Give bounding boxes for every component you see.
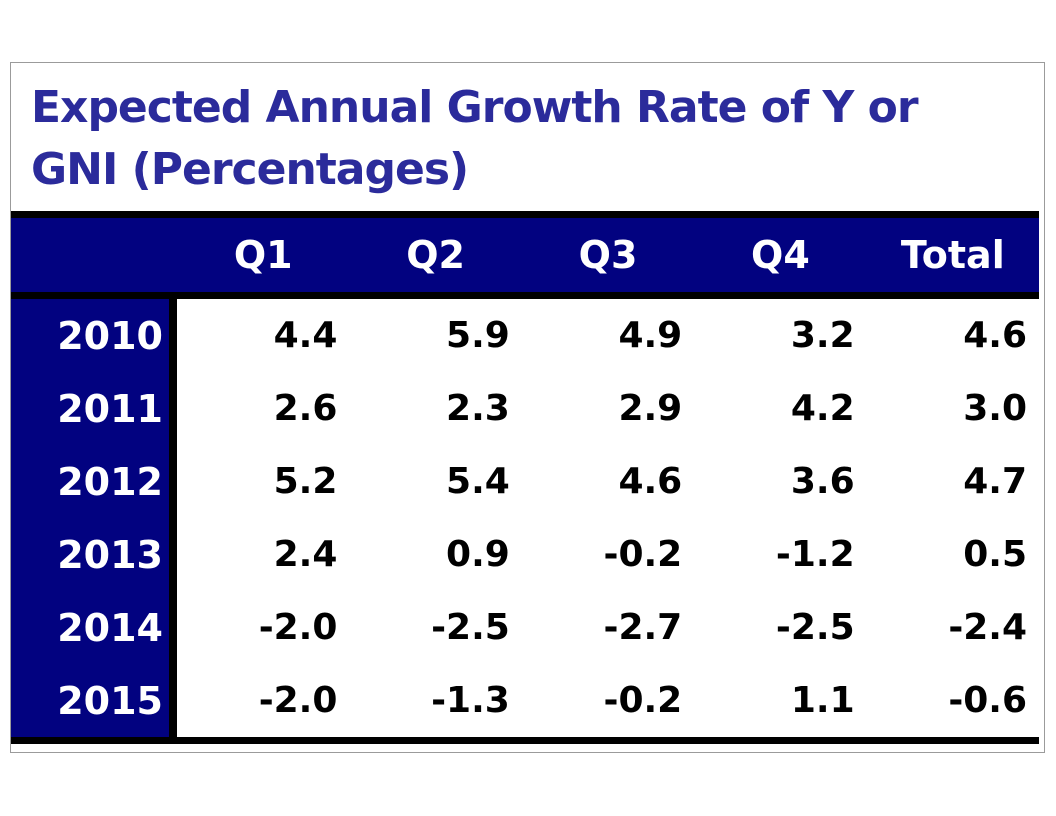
table-row: 2013 2.4 0.9 -0.2 -1.2 0.5 [11,518,1039,591]
table-cell: 2.6 [273,388,338,429]
row-header-year: 2013 [11,518,169,591]
table-cell: 4.7 [963,461,1028,502]
table-cell: -2.5 [775,607,855,648]
table-row: 2014 -2.0 -2.5 -2.7 -2.5 -2.4 [11,591,1039,664]
table-title-line-2: GNI (Percentages) [31,144,469,195]
table-title-line-1: Expected Annual Growth Rate of Y or [31,82,919,133]
table-cell: -2.7 [603,607,683,648]
table-cell: 5.9 [446,315,510,356]
table-cell: 4.2 [790,388,855,429]
table-cell: 5.2 [273,461,338,502]
growth-rate-table: Expected Annual Growth Rate of Y or GNI … [10,62,1045,753]
row-header-year: 2012 [11,445,169,518]
row-header-year: 2011 [11,372,169,445]
table-cell: -1.3 [431,680,510,721]
table-cell: 4.4 [273,315,338,356]
table-cell: -1.2 [775,534,855,575]
table-row: 2010 4.4 5.9 4.9 3.2 4.6 [11,299,1039,372]
table-cell: -2.5 [431,607,510,648]
table-cell: 5.4 [446,461,510,502]
table-cell: 3.2 [790,315,855,356]
column-header: Q2 [406,233,465,277]
column-header: Q4 [751,233,810,277]
table-cell: -2.0 [258,680,338,721]
table-cell: 0.9 [446,534,510,575]
table-cell: -0.2 [603,534,683,575]
table-cell: 3.0 [963,388,1028,429]
table-row: 2015 -2.0 -1.3 -0.2 1.1 -0.6 [11,664,1039,737]
column-header: Total [900,233,1005,277]
year-column-divider [169,664,177,737]
table-cell: -2.4 [948,607,1028,648]
table-cell: -0.2 [603,680,683,721]
table-cell: 2.9 [618,388,683,429]
table-cell: 1.1 [790,680,855,721]
table-cell: 4.6 [963,315,1028,356]
table-cell: 2.4 [273,534,338,575]
table-cell: -0.6 [948,680,1028,721]
table-header-row: Q1 Q2 Q3 Q4 Total [11,218,1039,292]
table-cell: 4.9 [618,315,683,356]
header-corner-spacer [11,218,177,292]
table-cell: 2.3 [446,388,510,429]
year-column-divider [169,591,177,664]
table-body: 2010 4.4 5.9 4.9 3.2 4.6 2011 2.6 2.3 2.9 4.2 3.0 20… [11,299,1039,737]
year-column-divider [169,299,177,372]
title-divider-bar [11,211,1039,218]
column-header: Q1 [233,233,293,277]
column-header: Q3 [578,233,638,277]
table-grid: Q1 Q2 Q3 Q4 Total 2010 4.4 5.9 4.9 3.2 4.6 2011 2.6… [11,211,1039,744]
table-cell: 0.5 [963,534,1028,575]
table-cell: 3.6 [790,461,855,502]
row-header-year: 2014 [11,591,169,664]
bottom-border-bar [11,737,1039,744]
table-cell: 4.6 [618,461,683,502]
table-row: 2011 2.6 2.3 2.9 4.2 3.0 [11,372,1039,445]
table-title: Expected Annual Growth Rate of Y or GNI … [11,63,1039,211]
year-column-divider [169,372,177,445]
row-header-year: 2010 [11,299,169,372]
row-header-year: 2015 [11,664,169,737]
table-row: 2012 5.2 5.4 4.6 3.6 4.7 [11,445,1039,518]
header-divider-bar [11,292,1039,299]
year-column-divider [169,445,177,518]
year-column-divider [169,518,177,591]
table-cell: -2.0 [258,607,338,648]
